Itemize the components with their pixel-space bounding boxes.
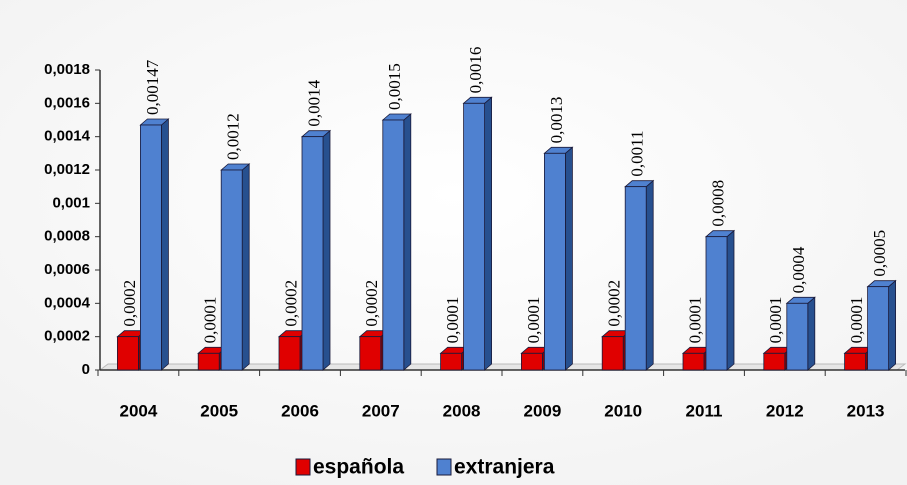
bar [521,352,543,371]
bar [705,236,728,371]
bar-side [403,113,412,371]
bar [139,124,162,371]
x-tick-label: 2005 [200,401,238,420]
data-label: 0,0005 [870,230,889,277]
data-label: 0,0014 [304,79,323,126]
x-tick-label: 2009 [523,401,561,420]
bar-side [322,129,331,371]
legend-swatch [295,458,311,476]
bar [463,102,486,371]
y-tick-label: 0,0016 [44,94,90,111]
data-label: 0,0015 [385,63,404,110]
bar-side [241,163,250,371]
legend-label: española [313,456,404,479]
bar-side [160,118,169,371]
x-tick-label: 2011 [686,401,723,420]
bar-side [807,296,816,371]
x-tick-label: 2008 [443,401,481,420]
x-tick-label: 2012 [766,401,804,420]
bar [382,119,405,371]
bar [301,136,324,371]
bar [682,352,705,371]
data-label: 0,0001 [443,297,462,344]
data-label: 0,0002 [120,280,139,327]
data-label: 0,0011 [628,131,647,177]
legend-label: extranjera [454,456,555,479]
bar [867,286,889,371]
x-tick-label: 2006 [281,401,319,420]
data-label: 0,0002 [362,280,381,327]
bar [440,352,463,371]
y-tick-label: 0,0012 [44,161,90,178]
bar-side [645,179,654,371]
data-label: 0,00147 [143,59,162,115]
bar [197,352,220,371]
y-tick-label: 0 [82,361,90,378]
data-label: 0,0001 [847,297,866,344]
data-label: 0,0001 [524,297,543,344]
data-label: 0,0013 [547,97,566,144]
y-tick-label: 0,0006 [44,261,90,278]
data-label: 0,0016 [466,47,485,94]
data-label: 0,0001 [766,297,785,344]
y-tick-label: 0,0002 [44,328,90,345]
bar [544,152,566,371]
x-tick-label: 2007 [362,401,400,420]
bar [278,336,301,371]
bar [786,302,809,371]
bar [359,336,382,371]
data-label: 0,0012 [224,113,243,160]
bar-side [565,146,573,371]
legend-swatch [436,458,452,476]
bar [601,336,624,371]
data-label: 0,0008 [708,180,727,227]
data-label: 0,0002 [605,280,624,327]
y-tick-label: 0,0008 [44,228,90,245]
y-tick-label: 0,0018 [44,61,90,78]
data-label: 0,0004 [789,246,808,293]
data-label: 0,0002 [281,280,300,327]
x-tick-label: 2004 [119,401,157,420]
bar-side [726,229,735,371]
bar [220,169,243,371]
bar [844,352,866,371]
bar [117,336,139,371]
y-tick-label: 0,001 [52,194,90,211]
x-tick-label: 2010 [604,401,642,420]
data-label: 0,0001 [201,297,220,344]
bar [624,186,647,371]
data-label: 0,0001 [685,297,704,344]
bar-side [888,279,896,371]
y-tick-label: 0,0014 [44,128,91,145]
x-tick-label: 2013 [847,401,885,420]
y-tick-label: 0,0004 [44,294,91,311]
bar-side [484,96,493,371]
bar [763,352,786,371]
